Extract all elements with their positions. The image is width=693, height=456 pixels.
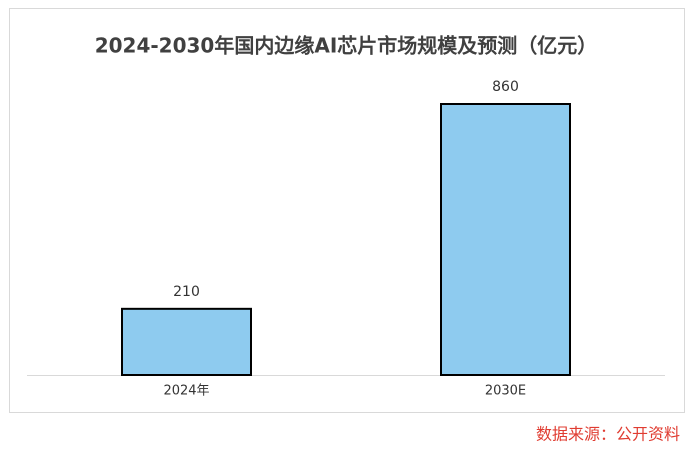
bar [440,103,571,376]
data-label: 210 [173,284,200,300]
x-tick-label: 2024年 [163,384,209,399]
chart-frame [9,8,685,413]
x-tick-label: 2030E [485,384,526,399]
bar [121,307,252,377]
data-label: 860 [492,79,519,95]
chart-title: 2024-2030年国内边缘AI芯片市场规模及预测（亿元） [95,34,598,58]
source-note: 数据来源：公开资料 [536,425,680,444]
